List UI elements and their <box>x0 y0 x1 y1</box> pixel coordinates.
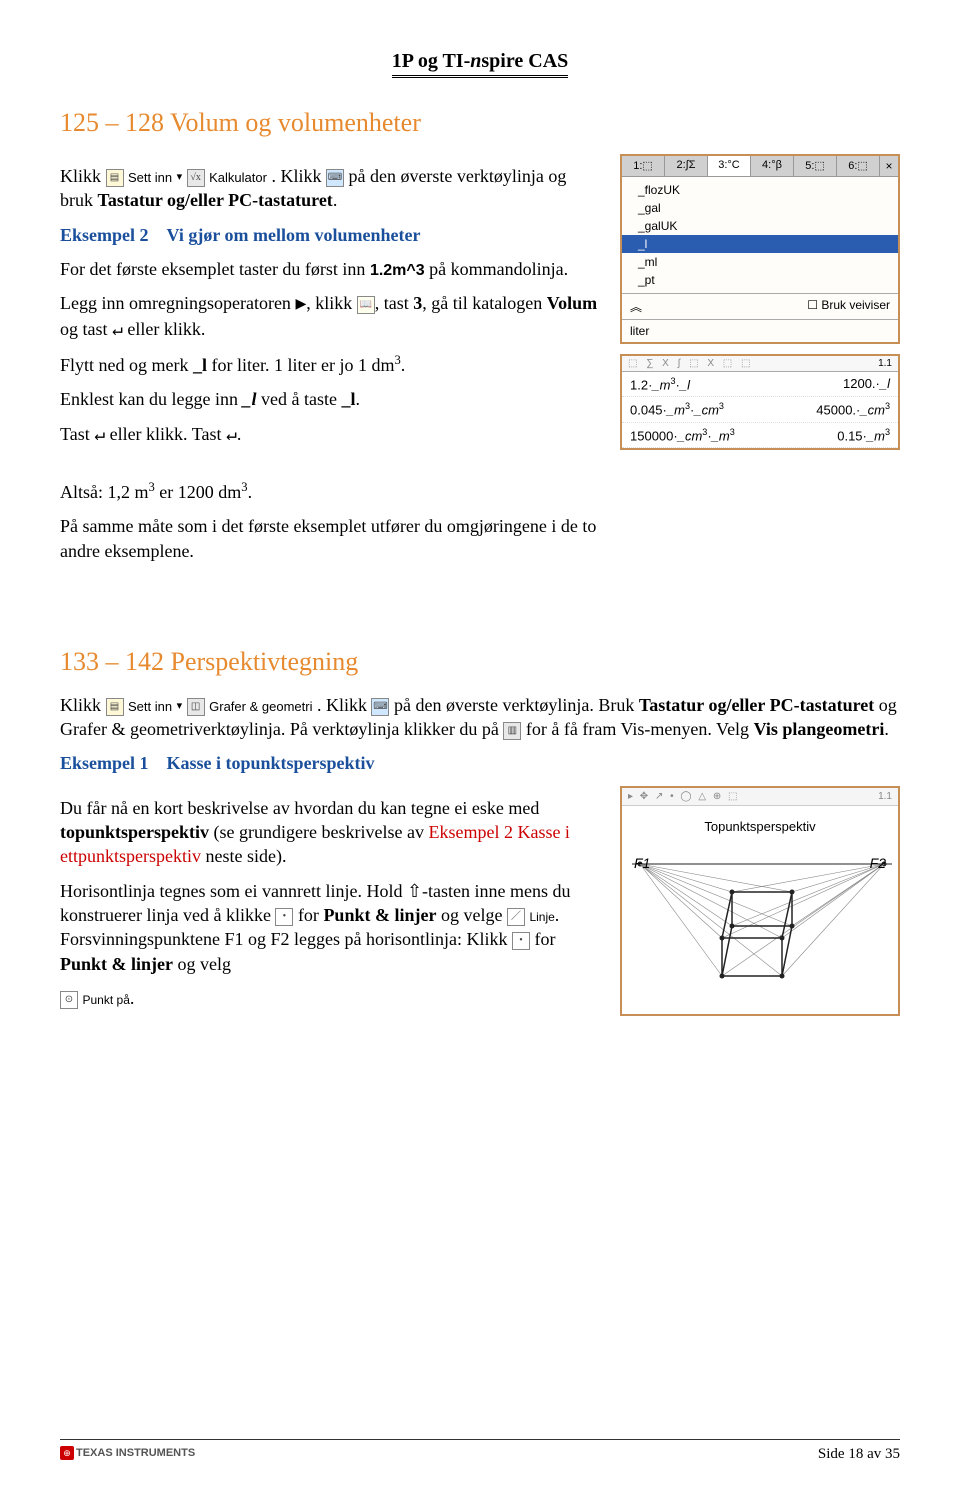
ti-logo: ⊕TEXAS INSTRUMENTS <box>60 1446 195 1463</box>
unit-catalog-panel: 1:⬚2:∫Σ3:°C4:°β5:⬚6:⬚× _flozUK_gal_galUK… <box>620 154 900 344</box>
perspective-title: Topunktsperspektiv <box>622 818 898 836</box>
keyboard-icon: ⌨ <box>326 169 344 187</box>
chevron-up-icon[interactable]: ︽ <box>630 298 642 315</box>
cas-toolbar: ⬚ ∑ X ∫ ⬚ X ⬚ ⬚ <box>628 358 753 369</box>
para-samme-mate: På samme måte som i det første eksemplet… <box>60 514 600 563</box>
catalog-footer: ︽ Bruk veiviser <box>622 293 898 319</box>
perspective-figure-panel: ▸ ✥ ↗ • ◯ △ ⊕ ⬚ 1.1 Topunktsperspektiv F… <box>620 786 900 1016</box>
enter-icon: ↵ <box>94 423 105 447</box>
section-title-perspektiv: 133 – 142 Perspektivtegning <box>60 647 900 677</box>
catalog-icon: 📖 <box>357 296 375 314</box>
document-icon: ▤ <box>106 698 124 716</box>
catalog-tab[interactable]: 2:∫Σ <box>665 156 708 176</box>
graph-icon: ◫ <box>187 698 205 716</box>
page-header: 1P og TI-nspire CAS <box>60 50 900 78</box>
para-omregning: Legg inn omregningsoperatoren ▶, klikk 📖… <box>60 291 600 342</box>
catalog-tab[interactable]: 4:°β <box>751 156 794 176</box>
catalog-item[interactable]: _flozUK <box>622 181 898 199</box>
document-icon: ▤ <box>106 169 124 187</box>
catalog-item[interactable]: _ml <box>622 253 898 271</box>
perspective-drawing <box>622 806 902 1006</box>
cas-row: 150000·_cm3·_m30.15·_m3 <box>622 423 898 448</box>
para-first-example: For det første eksemplet taster du først… <box>60 257 600 282</box>
point-icon: • <box>512 932 530 950</box>
page-number: Side 18 av 35 <box>818 1446 900 1463</box>
cas-row: 0.045·_m3·_cm345000.·_cm3 <box>622 397 898 422</box>
para-klikk-2: Klikk ▤ Sett inn ▾ ◫ Grafer & geometri .… <box>60 693 900 742</box>
view-menu-icon: ▥ <box>503 722 521 740</box>
para-klikk-1: Klikk ▤ Sett inn ▾ √x Kalkulator . Klikk… <box>60 164 600 213</box>
section-title-volum: 125 – 128 Volum og volumenheter <box>60 108 900 138</box>
tool-icons: ▸ ✥ ↗ • ◯ △ ⊕ ⬚ <box>628 790 739 804</box>
para-beskrivelse: Du får nå en kort beskrivelse av hvordan… <box>60 796 600 869</box>
catalog-tab[interactable]: 6:⬚ <box>837 156 880 176</box>
catalog-item[interactable]: _pt <box>622 271 898 289</box>
enter-icon: ↵ <box>112 318 123 342</box>
eksempel-2-heading: Eksempel 2 Vi gjør om mellom volumenhete… <box>60 223 600 247</box>
arrow-right-icon: ▶ <box>295 292 306 316</box>
cas-results-panel: ⬚ ∑ X ∫ ⬚ X ⬚ ⬚ 1.1 1.2·_m3·_l1200.·_l0.… <box>620 354 900 450</box>
para-altsa: Altså: 1,2 m3 er 1200 dm3. <box>60 479 600 504</box>
cas-doc-id: 1.1 <box>878 358 892 369</box>
eksempel-1-heading: Eksempel 1 Kasse i topunktsperspektiv <box>60 751 900 775</box>
para-horisontlinja: Horisontlinja tegnes som ei vannrett lin… <box>60 879 600 976</box>
catalog-tab[interactable]: 3:°C <box>708 156 751 176</box>
point-icon: • <box>275 908 293 926</box>
line-icon: ／ <box>507 908 525 926</box>
para-punkt-pa: ⊙ Punkt på. <box>60 986 600 1010</box>
catalog-list[interactable]: _flozUK_gal_galUK_l_ml_pt <box>622 177 898 293</box>
f2-label: F2 <box>870 854 886 873</box>
catalog-bottom-label: liter <box>622 319 898 342</box>
catalog-item[interactable]: _gal <box>622 199 898 217</box>
close-icon[interactable]: × <box>880 156 898 176</box>
f1-label: F1 <box>634 854 650 873</box>
catalog-tabbar: 1:⬚2:∫Σ3:°C4:°β5:⬚6:⬚× <box>622 156 898 177</box>
cas-row: 1.2·_m3·_l1200.·_l <box>622 372 898 397</box>
catalog-tab[interactable]: 5:⬚ <box>794 156 837 176</box>
para-enklest: Enklest kan du legge inn _l ved å taste … <box>60 387 600 411</box>
point-on-icon: ⊙ <box>60 991 78 1009</box>
enter-icon: ↵ <box>226 423 237 447</box>
para-flytt-ned: Flytt ned og merk _l for liter. 1 liter … <box>60 352 600 377</box>
page-footer: ⊕TEXAS INSTRUMENTS Side 18 av 35 <box>60 1439 900 1463</box>
doc-id: 1.1 <box>878 790 892 804</box>
sqrt-icon: √x <box>187 169 205 187</box>
bruk-veiviser-checkbox[interactable]: Bruk veiviser <box>807 298 890 315</box>
catalog-item[interactable]: _l <box>622 235 898 253</box>
keyboard-icon: ⌨ <box>371 698 389 716</box>
para-tast: Tast ↵ eller klikk. Tast ↵. <box>60 422 600 447</box>
shift-icon: ⇧ <box>407 881 422 901</box>
catalog-item[interactable]: _galUK <box>622 217 898 235</box>
catalog-tab[interactable]: 1:⬚ <box>622 156 665 176</box>
